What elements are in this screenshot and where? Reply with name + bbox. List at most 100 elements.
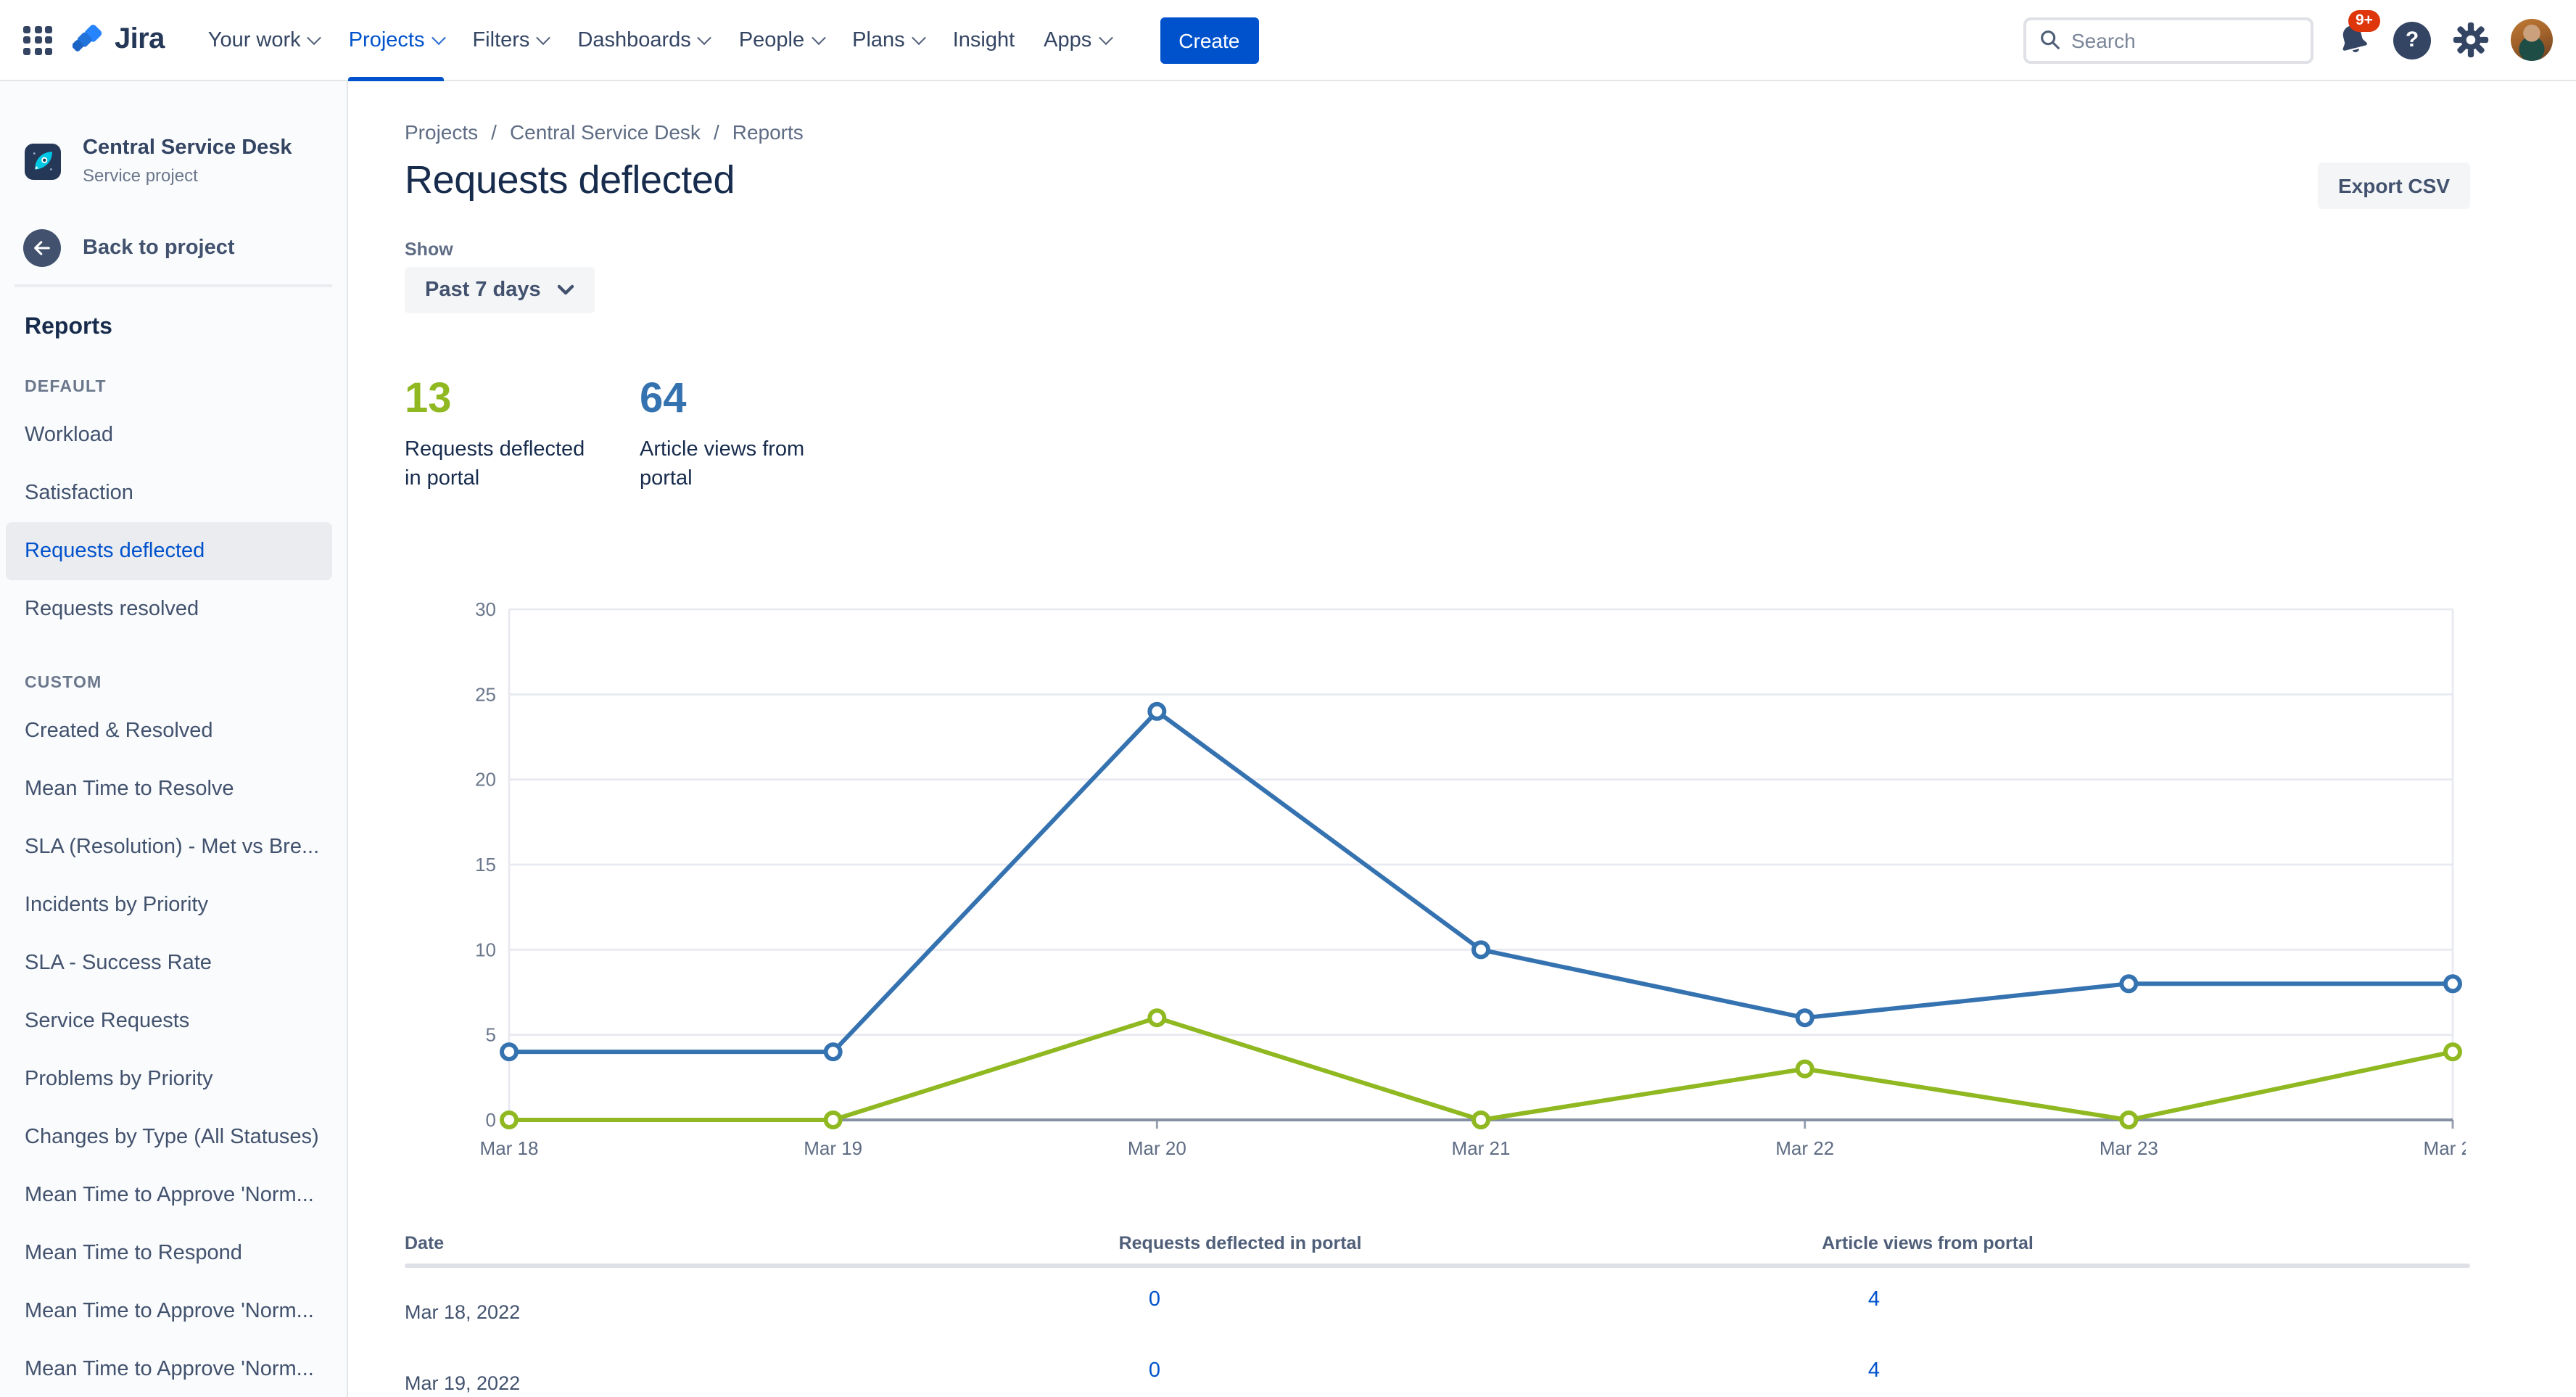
nav-item-filters[interactable]: Filters: [472, 0, 551, 81]
svg-text:5: 5: [486, 1024, 496, 1046]
breadcrumb-projects[interactable]: Projects: [405, 120, 479, 144]
svg-text:10: 10: [475, 939, 496, 960]
sidebar-item-requests-resolved[interactable]: Requests resolved: [25, 598, 199, 621]
deflected-count-label: Requests deflected in portal: [405, 438, 585, 490]
sidebar-item-sla-resolution-met-vs-bre[interactable]: SLA (Resolution) - Met vs Bre...: [25, 836, 320, 859]
jira-logo[interactable]: Jira: [73, 23, 165, 57]
chevron-down-icon: [811, 30, 826, 46]
nav-item-projects[interactable]: Projects: [348, 0, 446, 81]
notification-badge: 9+: [2348, 10, 2380, 31]
period-dropdown[interactable]: Past 7 days: [405, 267, 595, 313]
deflected-count: 13: [405, 376, 452, 422]
views-value-link[interactable]: 4: [1867, 1359, 1881, 1382]
back-to-project[interactable]: Back to project: [23, 229, 323, 267]
sidebar-heading: Reports: [25, 315, 112, 339]
settings-button[interactable]: [2453, 22, 2489, 58]
svg-text:Mar 18: Mar 18: [480, 1137, 539, 1159]
chevron-down-icon: [911, 30, 926, 46]
breadcrumb-separator: /: [491, 120, 497, 144]
svg-text:30: 30: [475, 598, 496, 620]
breadcrumb-reports[interactable]: Reports: [732, 120, 804, 144]
sidebar-divider: [15, 284, 332, 287]
table-header-date[interactable]: Date: [405, 1233, 445, 1253]
views-value-link[interactable]: 4: [1867, 1288, 1881, 1311]
breadcrumb-separator: /: [713, 120, 719, 144]
project-header[interactable]: Central Service Desk Service project: [25, 136, 323, 186]
table-header-views[interactable]: Article views from portal: [1822, 1233, 2034, 1253]
stat-article-views: 64 Article views from portal: [640, 377, 822, 493]
bell-icon: [2332, 18, 2376, 62]
profile-button[interactable]: [2511, 19, 2553, 61]
brand-name: Jira: [115, 23, 165, 55]
primary-nav: Your work Projects Filters Dashboards People…: [207, 0, 1113, 81]
nav-item-your-work[interactable]: Your work: [207, 0, 322, 81]
sidebar-item-workload[interactable]: Workload: [25, 424, 113, 447]
chevron-down-icon: [307, 30, 322, 46]
notifications-button[interactable]: 9+: [2335, 10, 2380, 58]
chevron-down-icon: [557, 284, 574, 296]
nav-item-label: Dashboards: [577, 28, 691, 51]
sidebar-item-sla-success-rate[interactable]: SLA - Success Rate: [25, 952, 212, 975]
sidebar-item-changes-by-type-all-statuses[interactable]: Changes by Type (All Statuses): [25, 1126, 319, 1149]
help-icon: ?: [2393, 21, 2431, 59]
svg-text:25: 25: [475, 683, 496, 705]
article-views-count: 64: [640, 376, 687, 422]
nav-item-label: Your work: [207, 28, 301, 51]
create-button[interactable]: Create: [1160, 17, 1259, 63]
svg-text:Mar 22: Mar 22: [1775, 1137, 1834, 1159]
sidebar-item-incidents-by-priority[interactable]: Incidents by Priority: [25, 894, 209, 917]
nav-item-label: People: [738, 28, 805, 51]
search-icon: [2038, 28, 2063, 52]
stat-deflected: 13 Requests deflected in portal: [405, 377, 587, 493]
top-nav: Jira Your work Projects Filters Dashboards P…: [0, 0, 2576, 81]
sidebar-item-mean-time-to-approve-norm[interactable]: Mean Time to Approve 'Norm...: [25, 1184, 314, 1207]
sidebar-item-problems-by-priority[interactable]: Problems by Priority: [25, 1068, 213, 1091]
app-switcher-icon[interactable]: [23, 25, 52, 54]
table-header-divider: [405, 1264, 2470, 1268]
nav-item-insight[interactable]: Insight: [953, 0, 1015, 81]
nav-item-label: Filters: [472, 28, 530, 51]
sidebar-item-mean-time-to-respond[interactable]: Mean Time to Respond: [25, 1242, 242, 1265]
help-button[interactable]: ?: [2393, 21, 2431, 59]
nav-item-apps[interactable]: Apps: [1044, 0, 1113, 81]
sidebar-item-created-resolved[interactable]: Created & Resolved: [25, 720, 213, 743]
page-title: Requests deflected: [405, 158, 735, 202]
sidebar-item-satisfaction[interactable]: Satisfaction: [25, 482, 133, 505]
deflected-value-link[interactable]: 0: [1148, 1359, 1161, 1382]
search-input[interactable]: [2071, 28, 2299, 51]
table-header-deflected[interactable]: Requests deflected in portal: [1118, 1233, 1362, 1253]
deflected-value-link[interactable]: 0: [1148, 1288, 1161, 1311]
sidebar-group-label-default: DEFAULT: [25, 379, 107, 396]
nav-item-dashboards[interactable]: Dashboards: [577, 0, 712, 81]
sidebar-item-mean-time-to-approve-norm[interactable]: Mean Time to Approve 'Norm...: [25, 1358, 314, 1381]
deflection-line-chart: 0 5 10 15 20 25 30 Mar 18 Mar 19 Mar 20 Mar 21 Mar …: [475, 598, 2466, 1159]
chevron-down-icon: [1098, 30, 1113, 46]
breadcrumb-central-service-desk[interactable]: Central Service Desk: [509, 120, 701, 144]
svg-text:Mar 23: Mar 23: [2100, 1137, 2158, 1159]
export-csv-button[interactable]: Export CSV: [2317, 162, 2470, 209]
nav-item-plans[interactable]: Plans: [852, 0, 926, 81]
nav-utilities: 9+ ?: [2023, 10, 2553, 63]
table-row-date: Mar 19, 2022: [405, 1372, 521, 1393]
sidebar: Central Service Desk Service project Bac…: [0, 81, 348, 1397]
svg-text:Mar 20: Mar 20: [1128, 1137, 1186, 1159]
sidebar-item-mean-time-to-resolve[interactable]: Mean Time to Resolve: [25, 778, 234, 801]
rocket-icon: [25, 143, 61, 179]
sidebar-item-mean-time-to-approve-norm[interactable]: Mean Time to Approve 'Norm...: [25, 1300, 314, 1323]
search-box[interactable]: [2023, 17, 2313, 63]
svg-text:20: 20: [475, 769, 496, 791]
svg-text:Mar 21: Mar 21: [1452, 1137, 1511, 1159]
sidebar-item-requests-deflected[interactable]: Requests deflected: [6, 522, 332, 580]
project-name: Central Service Desk: [83, 136, 292, 160]
nav-item-people[interactable]: People: [738, 0, 826, 81]
gear-icon: [2453, 22, 2489, 58]
report-nav-groups: DEFAULT Workload Satisfaction Requests defl…: [0, 377, 347, 1397]
jira-mark-icon: [73, 24, 104, 56]
chevron-down-icon: [697, 30, 712, 46]
report-main: Projects / Central Service Desk / Reports Re…: [348, 81, 2576, 1397]
nav-item-label: Projects: [348, 28, 425, 51]
sidebar-item-service-requests[interactable]: Service Requests: [25, 1010, 190, 1033]
project-type: Service project: [83, 165, 198, 186]
avatar: [2511, 19, 2553, 61]
